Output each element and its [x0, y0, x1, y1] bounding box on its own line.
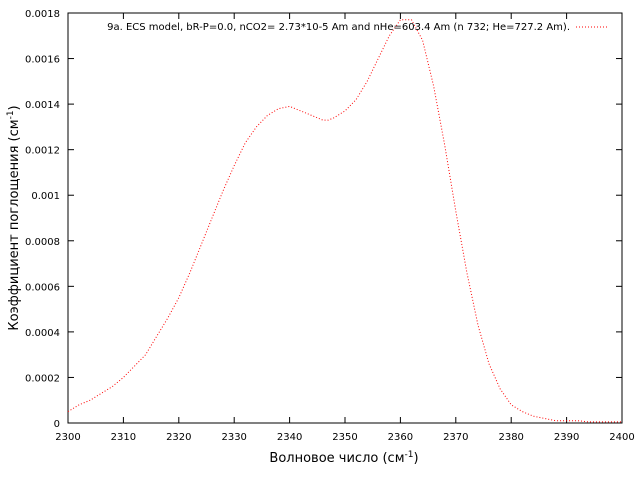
- y-tick-label: 0.0012: [25, 146, 60, 157]
- plot-frame: [67, 12, 623, 424]
- y-axis-label-sup: -1: [6, 110, 16, 119]
- y-tick-label: 0.0008: [25, 237, 60, 248]
- y-tick-label: 0.0018: [25, 9, 60, 20]
- x-tick-label: 2350: [332, 432, 357, 443]
- y-tick-label: 0.0014: [25, 100, 60, 111]
- x-tick-label: 2340: [277, 432, 302, 443]
- x-tick-label: 2300: [55, 432, 80, 443]
- axis-ticks: 2300 2310 2320 2330 2340 2350 2360 2370 2380 2390…: [25, 9, 635, 443]
- x-tick-label: 2370: [443, 432, 468, 443]
- x-tick-label: 2400: [609, 432, 634, 443]
- y-axis-label-close: ): [7, 105, 22, 110]
- y-tick-label: 0.001: [31, 191, 60, 202]
- x-tick-label: 2380: [498, 432, 523, 443]
- y-axis-label: Коэффициент поглощения (см-1): [6, 105, 22, 330]
- y-tick-label: 0: [54, 419, 60, 430]
- x-axis-label-sup: -1: [405, 450, 414, 460]
- x-tick-label: 2390: [554, 432, 579, 443]
- x-tick-label: 2320: [166, 432, 191, 443]
- y-tick-label: 0.0002: [25, 373, 60, 384]
- x-axis-label: Волновое число (см-1): [269, 450, 418, 466]
- legend: 9a. ECS model, bR-P=0.0, nCO2= 2.73*10-5…: [107, 22, 608, 33]
- x-axis-label-close: ): [413, 451, 418, 466]
- y-tick-label: 0.0016: [25, 55, 60, 66]
- series-line: [67, 19, 622, 423]
- x-tick-label: 2360: [388, 432, 413, 443]
- legend-label: 9a. ECS model, bR-P=0.0, nCO2= 2.73*10-5…: [107, 22, 570, 33]
- y-tick-label: 0.0006: [25, 282, 60, 293]
- x-tick-label: 2330: [221, 432, 246, 443]
- x-axis-label-text: Волновое число (см: [269, 451, 404, 466]
- series-layer: [67, 19, 622, 423]
- y-axis-label-text: Коэффициент поглощения (см: [7, 119, 22, 330]
- y-tick-label: 0.0004: [25, 328, 60, 339]
- x-tick-label: 2310: [111, 432, 136, 443]
